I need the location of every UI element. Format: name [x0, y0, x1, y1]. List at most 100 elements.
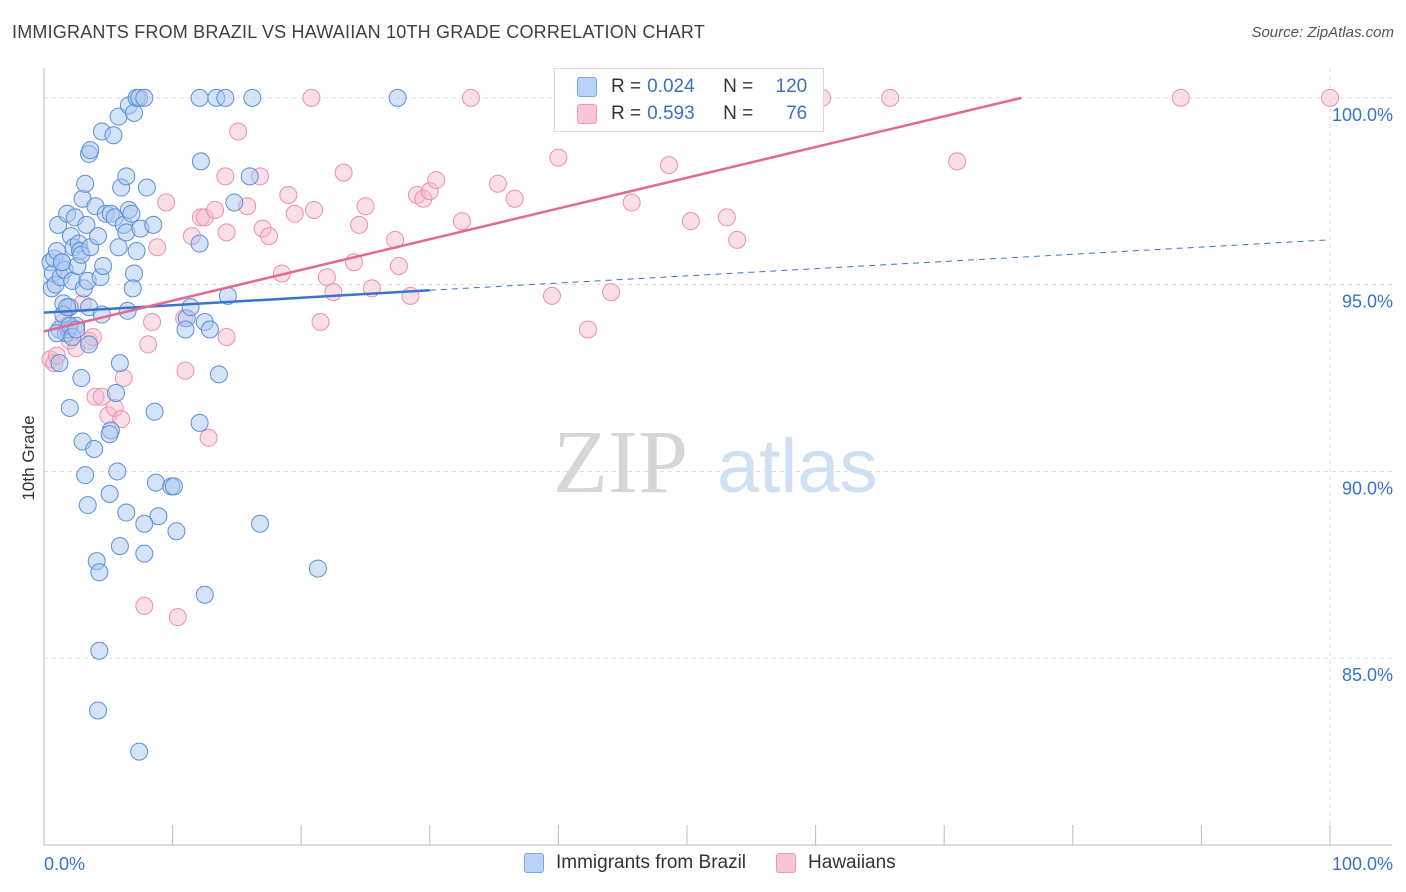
brazil-point [125, 264, 144, 283]
brazil-point [146, 473, 165, 492]
brazil-point [100, 484, 119, 503]
y-axis-label: 10th Grade [19, 415, 38, 500]
brazil-trend-line [43, 289, 430, 314]
brazil-point [100, 425, 119, 444]
x-tick-label: 100.0% [1332, 854, 1393, 874]
y-tick-label: 95.0% [1342, 292, 1393, 312]
hawaiians-point [728, 230, 747, 249]
brazil-point [89, 227, 108, 246]
brazil-point [190, 234, 209, 253]
hawaiians-point [505, 189, 524, 208]
hawaiians-point [324, 283, 343, 302]
hawaiians-point [881, 88, 900, 107]
brazil-point [243, 88, 262, 107]
brazil-point [76, 174, 95, 193]
brazil-point [110, 537, 129, 556]
brazil-point [191, 152, 210, 171]
legend-item-hawaiians[interactable]: Hawaiians [776, 852, 896, 874]
hawaiians-point [260, 227, 279, 246]
watermark: ZIP atlas [553, 413, 878, 512]
brazil-point [240, 167, 259, 186]
brazil-point [137, 178, 156, 197]
legend-row-hawaiians: R = 0.593 N = 76 [577, 101, 807, 127]
brazil-point [76, 466, 95, 485]
hawaiians-point [389, 256, 408, 275]
y-tick-label: 100.0% [1332, 105, 1393, 125]
brazil-point [125, 103, 144, 122]
chart-title: IMMIGRANTS FROM BRAZIL VS HAWAIIAN 10TH … [12, 22, 706, 42]
hawaiians-point [549, 148, 568, 167]
legend-r-value: 0.593 [647, 103, 695, 124]
legend-n-value: 120 [775, 76, 808, 97]
hawaiians-point [285, 204, 304, 223]
brazil-point [135, 544, 154, 563]
brazil-point [388, 88, 407, 107]
brazil-point [58, 298, 77, 317]
hawaiians-point [279, 186, 298, 205]
hawaiians-point [206, 200, 225, 219]
hawaiians-point [488, 174, 507, 193]
brazil-point [251, 514, 270, 533]
hawaiians-point [135, 596, 154, 615]
legend-swatch-brazil [577, 77, 597, 97]
brazil-point [149, 507, 168, 526]
legend-r-label: R = [611, 103, 642, 124]
brazil-point [104, 126, 123, 145]
brazil-point [130, 742, 149, 761]
brazil-point [190, 413, 209, 432]
brazil-point [53, 253, 72, 272]
brazil-point [176, 320, 195, 339]
brazil-point [117, 503, 136, 522]
hawaiians-point [229, 122, 248, 141]
brazil-point [117, 167, 136, 186]
brazil-point [122, 204, 141, 223]
hawaiians-point [659, 156, 678, 175]
brazil-point [80, 335, 99, 354]
correlation-legend: R = 0.024 N = 120 R = 0.593 N = 76 [554, 68, 824, 132]
hawaiians-trend-line [43, 96, 1022, 333]
series-legend: Immigrants from Brazil Hawaiians [524, 852, 926, 874]
legend-n-value: 76 [786, 103, 808, 124]
brazil-points [41, 88, 407, 761]
brazil-point [90, 563, 109, 582]
hawaiians-point [253, 219, 272, 238]
hawaiians-point [148, 238, 167, 257]
hawaiians-point [948, 152, 967, 171]
brazil-point [181, 298, 200, 317]
hawaiians-point [86, 387, 105, 406]
axes [43, 68, 1392, 846]
hawaiians-point [334, 163, 353, 182]
hawaiians-point [199, 428, 218, 447]
brazil-point [89, 701, 108, 720]
hawaiians-point [139, 335, 158, 354]
legend-swatch-hawaiians [776, 853, 797, 873]
brazil-point [77, 215, 96, 234]
legend-r-label: R = [611, 76, 642, 97]
hawaiians-point [302, 88, 321, 107]
legend-r-value: 0.024 [647, 76, 695, 97]
legend-swatch-hawaiians [577, 104, 597, 124]
hawaiians-point [114, 369, 133, 388]
chart-source: Source: ZipAtlas.com [1251, 24, 1394, 41]
hawaiians-point [578, 320, 597, 339]
hawaiians-point [356, 197, 375, 216]
hawaiians-point [305, 200, 324, 219]
brazil-point [94, 256, 113, 275]
brazil-point [85, 440, 104, 459]
x-tick-label: 0.0% [44, 854, 85, 874]
brazil-point [50, 354, 69, 373]
hawaiians-point [622, 193, 641, 212]
hawaiians-point [168, 608, 187, 627]
hawaiians-point [602, 283, 621, 302]
watermark-zip: ZIP [553, 413, 688, 512]
hawaiians-point [191, 208, 210, 227]
legend-item-brazil[interactable]: Immigrants from Brazil [524, 852, 746, 874]
brazil-point [195, 585, 214, 604]
legend-label-brazil: Immigrants from Brazil [556, 852, 747, 873]
legend-n-label: N = [723, 76, 754, 97]
hawaiians-point [176, 361, 195, 380]
hawaiians-point [1321, 88, 1339, 107]
brazil-point [72, 369, 91, 388]
brazil-point [145, 402, 164, 421]
